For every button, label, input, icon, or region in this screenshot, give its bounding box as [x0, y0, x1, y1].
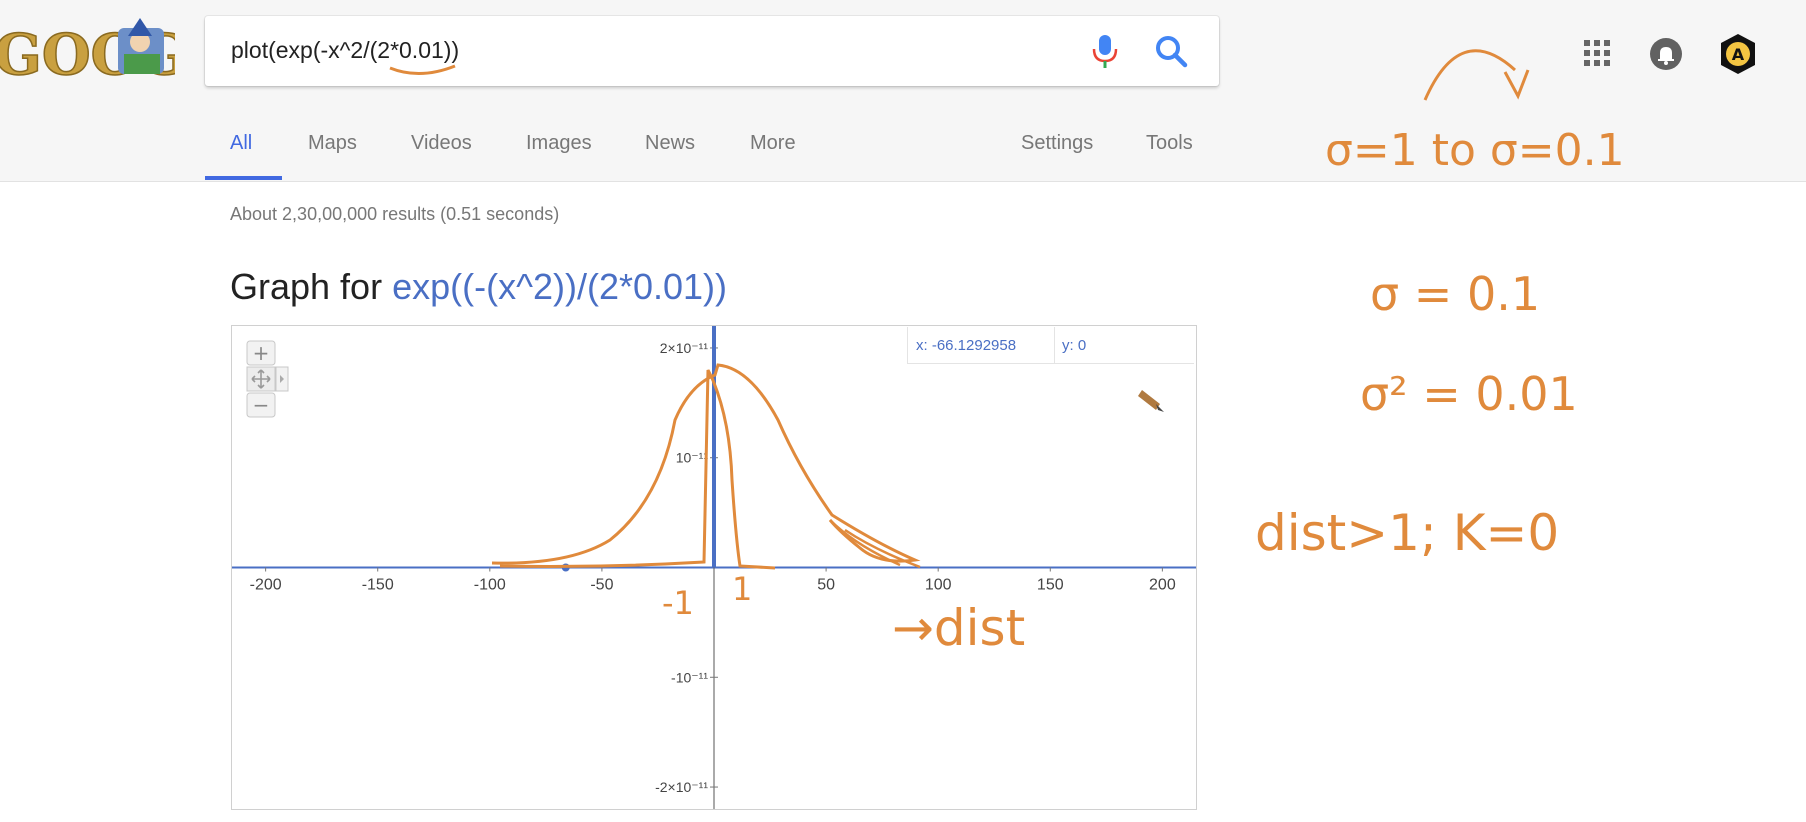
- annotation-sigma-squared: σ² = 0.01: [1360, 367, 1578, 421]
- graph-title: Graph for exp((-(x^2))/(2*0.01)): [230, 266, 727, 308]
- y-tick-label: -10⁻¹¹: [671, 669, 708, 685]
- doodle-logo[interactable]: GOOG: [0, 14, 175, 86]
- tab-maps[interactable]: Maps: [308, 132, 357, 154]
- readout-x: x: -66.1292958: [916, 337, 1017, 354]
- tab-all[interactable]: All: [230, 132, 253, 154]
- tab-news[interactable]: News: [645, 132, 696, 154]
- zoom-out-button[interactable]: −: [246, 392, 276, 418]
- chart-area[interactable]: -200 -150 -100 -50 50 100 150 200 2×10⁻¹¹ 10⁻¹¹ -1…: [232, 326, 1196, 809]
- cursor-point[interactable]: [561, 563, 570, 572]
- tab-more[interactable]: More: [750, 132, 796, 154]
- svg-text:A: A: [1732, 45, 1745, 64]
- x-tick-label: -150: [362, 577, 394, 594]
- annotation-dist-rule: dist>1; K=0: [1255, 504, 1559, 562]
- account-avatar-icon[interactable]: A: [1716, 32, 1760, 81]
- x-tick-label: 200: [1149, 577, 1176, 594]
- x-tick-label: 100: [925, 577, 952, 594]
- tab-videos[interactable]: Videos: [411, 132, 472, 154]
- header-bar: GOOG plot(exp(-x^2/(2*0.01)) All Maps: [0, 0, 1806, 182]
- y-tick-label: 2×10⁻¹¹: [660, 340, 709, 356]
- graph-expression[interactable]: exp((-(x^2))/(2*0.01)): [392, 266, 728, 307]
- y-tick-label: -2×10⁻¹¹: [655, 779, 708, 795]
- svg-text:−: −: [253, 393, 270, 417]
- notifications-icon[interactable]: [1649, 37, 1683, 76]
- readout-divider: [1054, 327, 1055, 363]
- account-toolbar: A: [1570, 30, 1770, 80]
- x-tick-label: -50: [590, 577, 613, 594]
- x-tick-label: -100: [474, 577, 506, 594]
- y-tick-label: 10⁻¹¹: [676, 450, 709, 466]
- zoom-in-button[interactable]: +: [246, 340, 276, 366]
- mic-icon[interactable]: [1085, 31, 1125, 76]
- tab-tools[interactable]: Tools: [1146, 132, 1193, 154]
- search-box[interactable]: plot(exp(-x^2/(2*0.01)): [205, 16, 1219, 86]
- active-tab-indicator: [205, 176, 282, 180]
- svg-text:+: +: [253, 341, 270, 365]
- x-tick-label: 50: [817, 577, 835, 594]
- annotation-sigma-value: σ = 0.1: [1370, 267, 1540, 321]
- x-tick-label: 150: [1037, 577, 1064, 594]
- coordinate-readout: x: -66.1292958 y: 0: [907, 327, 1194, 364]
- pan-icon[interactable]: [246, 366, 289, 392]
- search-icon[interactable]: [1151, 31, 1191, 76]
- x-tick-label: -200: [250, 577, 282, 594]
- search-input[interactable]: plot(exp(-x^2/(2*0.01)): [231, 37, 460, 63]
- apps-grid-icon[interactable]: [1582, 38, 1612, 73]
- graph-canvas[interactable]: -200 -150 -100 -50 50 100 150 200 2×10⁻¹¹ 10⁻¹¹ -1…: [231, 325, 1197, 810]
- readout-y: y: 0: [1062, 337, 1087, 354]
- graph-title-prefix: Graph for: [230, 266, 393, 307]
- result-stats: About 2,30,00,000 results (0.51 seconds): [230, 204, 560, 224]
- zoom-controls: + −: [246, 340, 296, 422]
- tab-images[interactable]: Images: [526, 132, 592, 154]
- tab-settings[interactable]: Settings: [1021, 132, 1094, 154]
